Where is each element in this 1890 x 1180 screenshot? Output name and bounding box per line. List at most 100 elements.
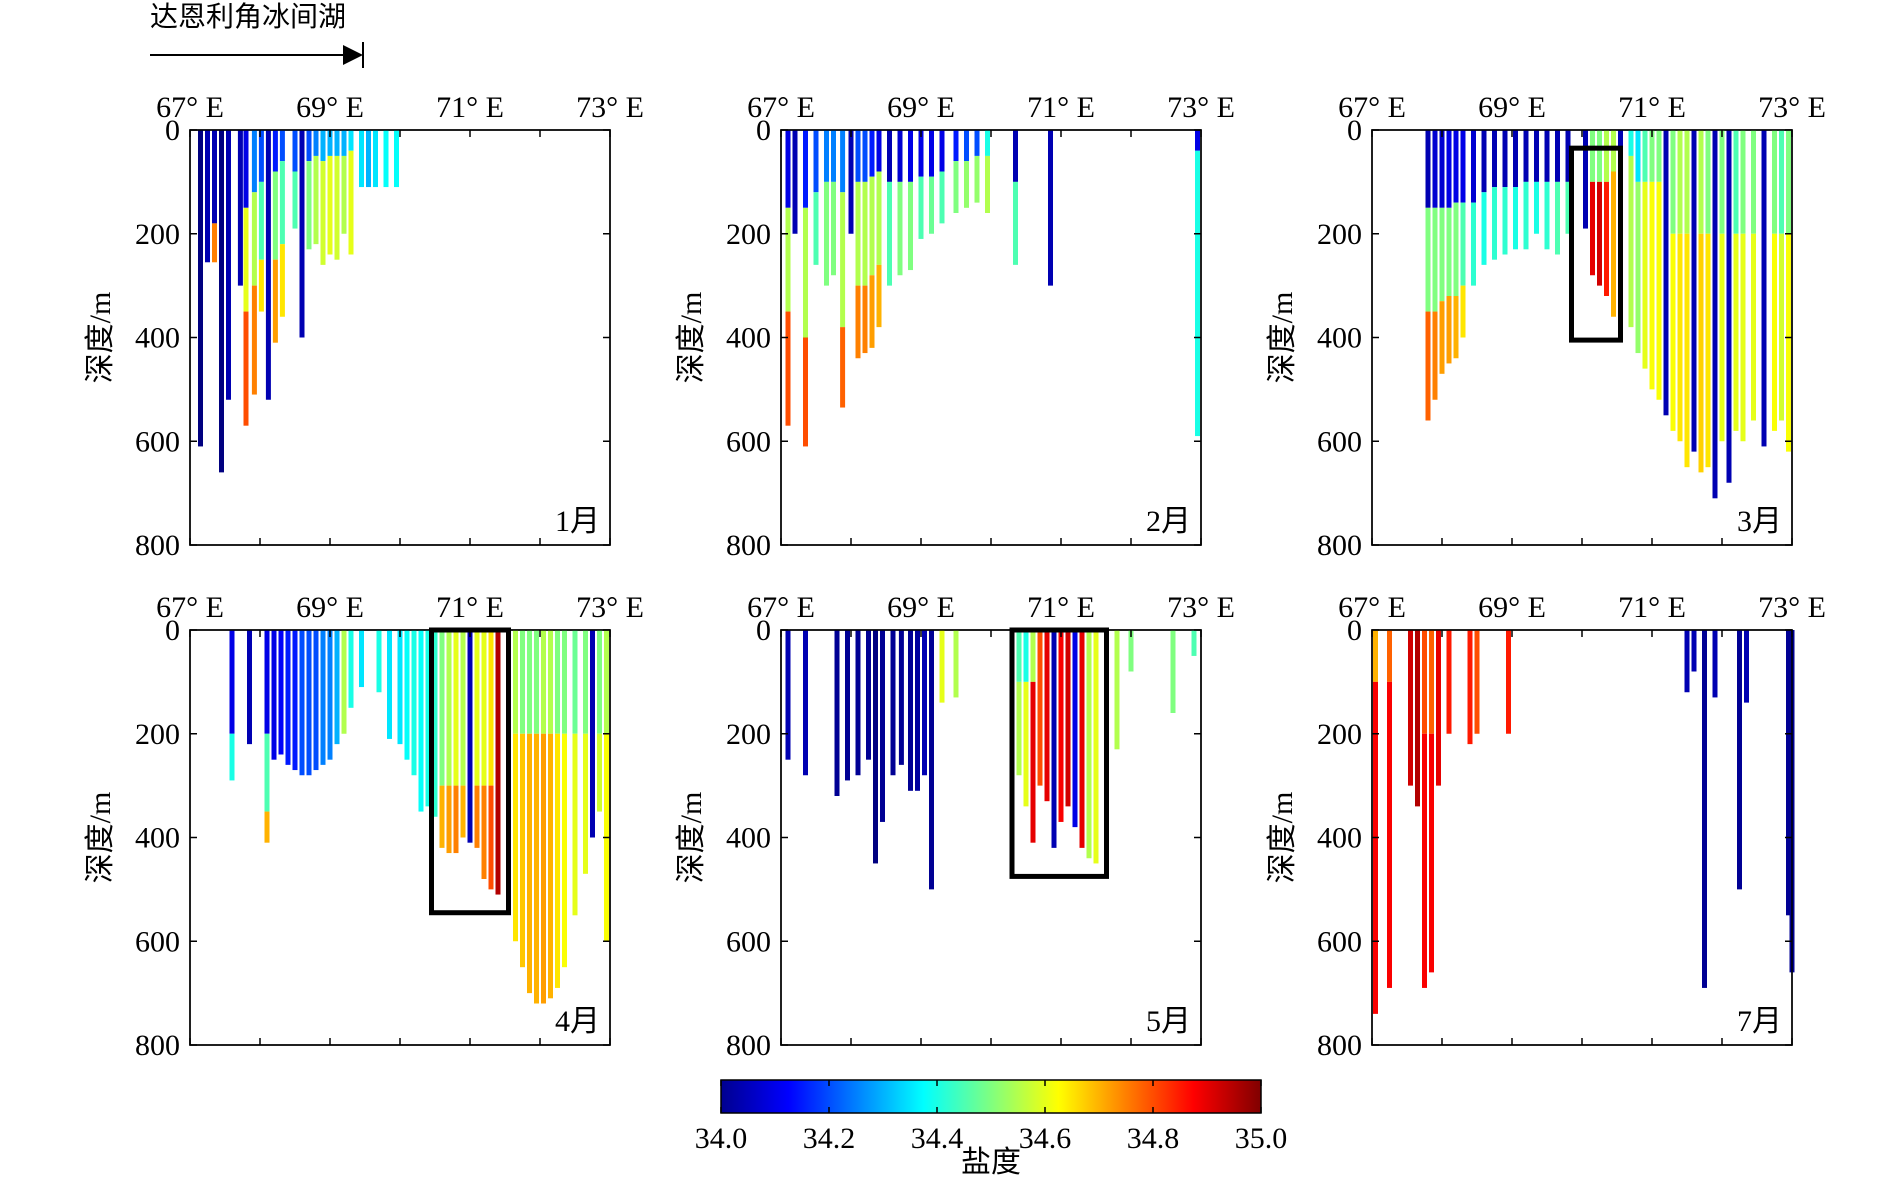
x-tick-label: 67° E bbox=[156, 91, 224, 124]
profile-segment bbox=[264, 733, 270, 812]
profile-segment bbox=[785, 630, 791, 760]
x-tick-label: 67° E bbox=[747, 591, 815, 624]
profile-segment bbox=[1590, 181, 1595, 276]
colorbar-tick-label: 34.6 bbox=[1019, 1122, 1072, 1155]
profile-segment bbox=[418, 630, 424, 812]
profile-segment bbox=[474, 630, 480, 786]
x-ticks: 67° E 69° E 71° E 73° E bbox=[1338, 91, 1826, 545]
profile-segment bbox=[834, 630, 840, 796]
profile-segment bbox=[597, 733, 602, 812]
profile-segment bbox=[278, 630, 284, 755]
profile-segment bbox=[1691, 130, 1697, 452]
profile-segment bbox=[520, 630, 525, 734]
profile-segment bbox=[1761, 130, 1767, 447]
profile-segment bbox=[1432, 311, 1438, 400]
y-tick-label: 600 bbox=[726, 425, 771, 458]
profile-segment bbox=[341, 130, 347, 156]
profiles bbox=[229, 630, 609, 1004]
profile-segment bbox=[1737, 630, 1742, 890]
x-tick-label: 67° E bbox=[1338, 591, 1406, 624]
profile-segment bbox=[590, 630, 595, 838]
x-tick-label: 73° E bbox=[1758, 591, 1826, 624]
profile-segment bbox=[348, 150, 354, 255]
y-ticks: 0 200 400 600 800 bbox=[1317, 614, 1792, 1062]
profile-segment bbox=[1702, 630, 1707, 988]
profile-segment bbox=[439, 785, 445, 848]
profile-segment bbox=[1786, 130, 1791, 234]
profile-segment bbox=[1744, 630, 1749, 703]
profile-segment bbox=[583, 630, 588, 734]
profile-segment bbox=[1712, 130, 1718, 499]
profile-segment bbox=[1471, 130, 1476, 203]
panel-grid: 67° E 69° E 71° E 73° E0200400600800深度/m1月6… bbox=[84, 91, 1826, 1062]
profile-segment bbox=[1030, 630, 1036, 682]
profile-segment bbox=[1453, 202, 1459, 296]
x-tick-label: 67° E bbox=[1338, 91, 1406, 124]
profile-segment bbox=[985, 155, 990, 213]
profile-segment bbox=[1751, 233, 1756, 421]
profile-segment bbox=[212, 130, 217, 224]
profile-segment bbox=[1772, 130, 1777, 234]
profile-segment bbox=[327, 155, 333, 255]
profile-segment bbox=[1502, 187, 1508, 255]
profile-segment bbox=[555, 733, 560, 988]
profile-segment bbox=[1058, 630, 1064, 822]
y-tick-label: 800 bbox=[726, 1029, 771, 1062]
profile-segment bbox=[313, 155, 319, 245]
month-label: 4月 bbox=[555, 1005, 600, 1038]
panel-2: 67° E 69° E 71° E 73° E 0 200 400 600 800 深度/m 2月 bbox=[675, 91, 1235, 562]
profile-segment bbox=[831, 181, 836, 276]
profile-segment bbox=[1415, 630, 1420, 807]
x-ticks: 67° E 69° E 71° E 73° E bbox=[747, 91, 1235, 545]
profile-segment bbox=[1726, 130, 1732, 483]
profile-segment bbox=[265, 130, 271, 400]
profile-segment bbox=[1373, 630, 1378, 682]
profile-segment bbox=[887, 130, 892, 182]
profile-segment bbox=[1604, 181, 1609, 296]
y-tick-label: 400 bbox=[726, 322, 771, 355]
profile-segment bbox=[1691, 630, 1697, 672]
y-tick-label: 400 bbox=[135, 822, 180, 855]
profile-segment bbox=[1013, 181, 1018, 265]
y-tick-label: 0 bbox=[756, 614, 771, 647]
profile-segment bbox=[898, 630, 904, 765]
profile-segment bbox=[432, 630, 438, 817]
colorbar-tick-label: 34.2 bbox=[803, 1122, 856, 1155]
colorbar-gradient bbox=[720, 1079, 1262, 1114]
profile-segment bbox=[453, 630, 459, 786]
panel-4: 67° E 69° E 71° E 73° E 0 200 400 600 800 深度/m 4月 bbox=[84, 591, 644, 1062]
profile-segment bbox=[1453, 130, 1459, 203]
profile-segment bbox=[205, 130, 210, 263]
profile-segment bbox=[1772, 233, 1777, 431]
profile-segment bbox=[272, 171, 278, 260]
profile-segment bbox=[376, 630, 382, 693]
profile-segment bbox=[226, 130, 231, 400]
profile-segment bbox=[1439, 130, 1445, 208]
profile-segment bbox=[1642, 181, 1648, 369]
profile-segment bbox=[803, 630, 808, 776]
profile-segment bbox=[1534, 181, 1539, 234]
profile-segment bbox=[513, 733, 518, 942]
profile-segment bbox=[1649, 130, 1655, 182]
profile-segment bbox=[219, 130, 224, 473]
profile-segment bbox=[348, 630, 354, 708]
y-tick-label: 400 bbox=[135, 322, 180, 355]
profile-segment bbox=[1740, 130, 1746, 234]
x-tick-label: 73° E bbox=[1167, 591, 1235, 624]
profile-segment bbox=[562, 630, 567, 734]
y-axis-label: 深度/m bbox=[1266, 292, 1299, 384]
profile-segment bbox=[1446, 630, 1452, 734]
profile-segment bbox=[1425, 207, 1431, 312]
profile-segment bbox=[1195, 130, 1200, 151]
profile-segment bbox=[306, 130, 312, 162]
profile-segment bbox=[548, 630, 553, 734]
profile-segment bbox=[1555, 130, 1560, 182]
profile-segment bbox=[327, 630, 333, 760]
profile-segment bbox=[1387, 630, 1392, 682]
y-tick-label: 400 bbox=[726, 822, 771, 855]
profile-segment bbox=[271, 630, 277, 760]
profile-segment bbox=[453, 785, 459, 854]
profile-segment bbox=[212, 223, 217, 263]
profile-segment bbox=[604, 630, 609, 734]
